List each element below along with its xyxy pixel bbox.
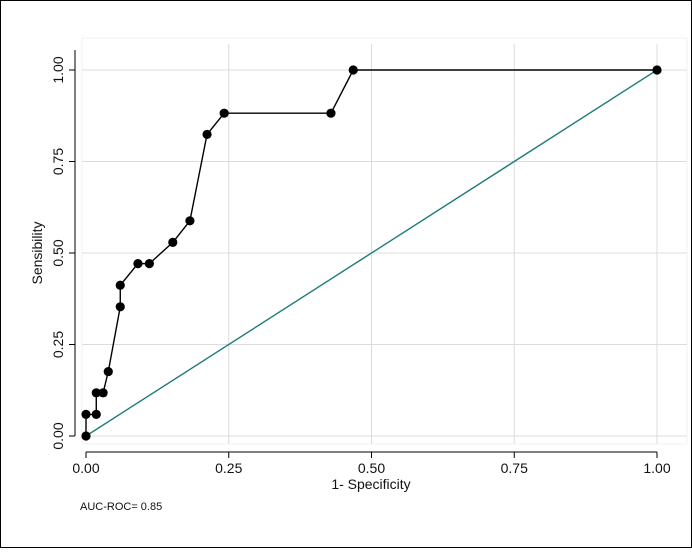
roc-point <box>91 409 101 420</box>
roc-point <box>115 280 125 290</box>
x-tick-label: 1.00 <box>643 460 670 476</box>
roc-point <box>81 431 91 441</box>
y-tick-label: 0.75 <box>50 148 66 175</box>
roc-point <box>91 388 101 398</box>
roc-point <box>219 108 229 118</box>
series-layer <box>81 65 662 441</box>
x-tick-label: 0.25 <box>215 460 242 476</box>
roc-point <box>115 302 125 312</box>
roc-point <box>133 259 143 269</box>
plot-region <box>81 37 688 445</box>
roc-point <box>168 237 178 247</box>
x-tick-label: 0.50 <box>358 460 385 476</box>
y-tick-label: 1.00 <box>50 56 66 83</box>
y-axis-ticks: 0.00 0.25 0.50 0.75 1.00 <box>50 56 75 450</box>
roc-point <box>202 129 212 140</box>
roc-point <box>185 216 195 226</box>
x-tick-label: 0.75 <box>501 460 528 476</box>
roc-point <box>144 259 154 269</box>
roc-point <box>81 409 91 420</box>
y-tick-label: 0.25 <box>50 331 66 358</box>
auc-annotation: AUC-ROC= 0.85 <box>80 501 162 513</box>
roc-point <box>103 366 113 377</box>
reference-line <box>85 69 658 437</box>
roc-point <box>326 108 336 118</box>
y-axis-label: Sensibility <box>29 221 45 284</box>
x-tick-label: 0.00 <box>72 460 99 476</box>
y-tick-label: 0.50 <box>50 239 66 266</box>
roc-point <box>348 65 358 75</box>
roc-point <box>652 65 662 75</box>
y-tick-label: 0.00 <box>50 422 66 449</box>
x-axis-label: 1- Specificity <box>331 476 410 492</box>
x-axis-ticks: 0.00 0.25 0.50 0.75 1.00 <box>72 452 671 476</box>
roc-point <box>98 388 108 398</box>
